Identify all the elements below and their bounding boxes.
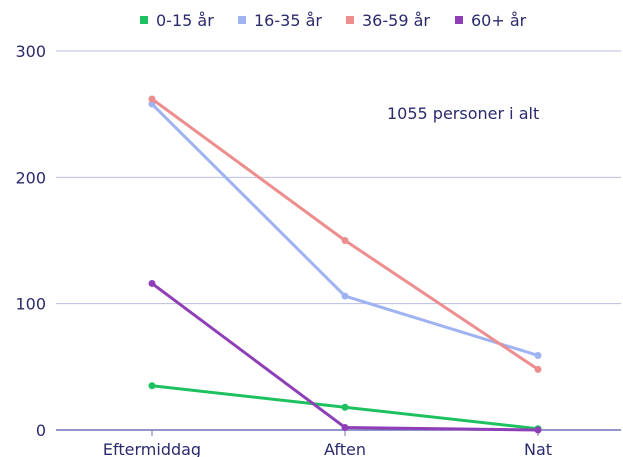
legend: 0-15 år 16-35 år 36-59 år 60+ år (140, 11, 527, 30)
y-tick-label: 200 (15, 168, 46, 187)
y-axis-ticks: 0 100 200 300 (15, 42, 46, 440)
y-tick-label: 0 (36, 421, 46, 440)
total-annotation: 1055 personer i alt (387, 104, 539, 123)
data-point (148, 95, 156, 103)
legend-label: 60+ år (471, 11, 527, 30)
data-point (534, 351, 542, 359)
legend-label: 16-35 år (254, 11, 322, 30)
data-point (148, 279, 156, 287)
data-point (534, 365, 542, 373)
legend-swatch (238, 16, 246, 24)
legend-swatch (455, 16, 463, 24)
legend-label: 36-59 år (362, 11, 430, 30)
data-point (341, 237, 349, 244)
x-tick-label: Nat (524, 440, 552, 457)
legend-swatch (346, 16, 354, 24)
legend-swatch (140, 16, 148, 24)
data-point (148, 100, 156, 108)
series-line-2 (150, 97, 540, 371)
x-tick-label: Aften (324, 440, 366, 457)
x-axis-ticks: Eftermiddag Aften Nat (103, 430, 552, 457)
series-lines (148, 95, 542, 434)
data-point (341, 403, 349, 411)
data-point (341, 292, 349, 300)
data-point (148, 382, 156, 390)
x-tick-label: Eftermiddag (103, 440, 201, 457)
legend-label: 0-15 år (156, 11, 214, 30)
y-tick-label: 100 (15, 295, 46, 314)
data-point (534, 426, 542, 434)
data-point (341, 423, 349, 431)
y-tick-label: 300 (15, 42, 46, 61)
